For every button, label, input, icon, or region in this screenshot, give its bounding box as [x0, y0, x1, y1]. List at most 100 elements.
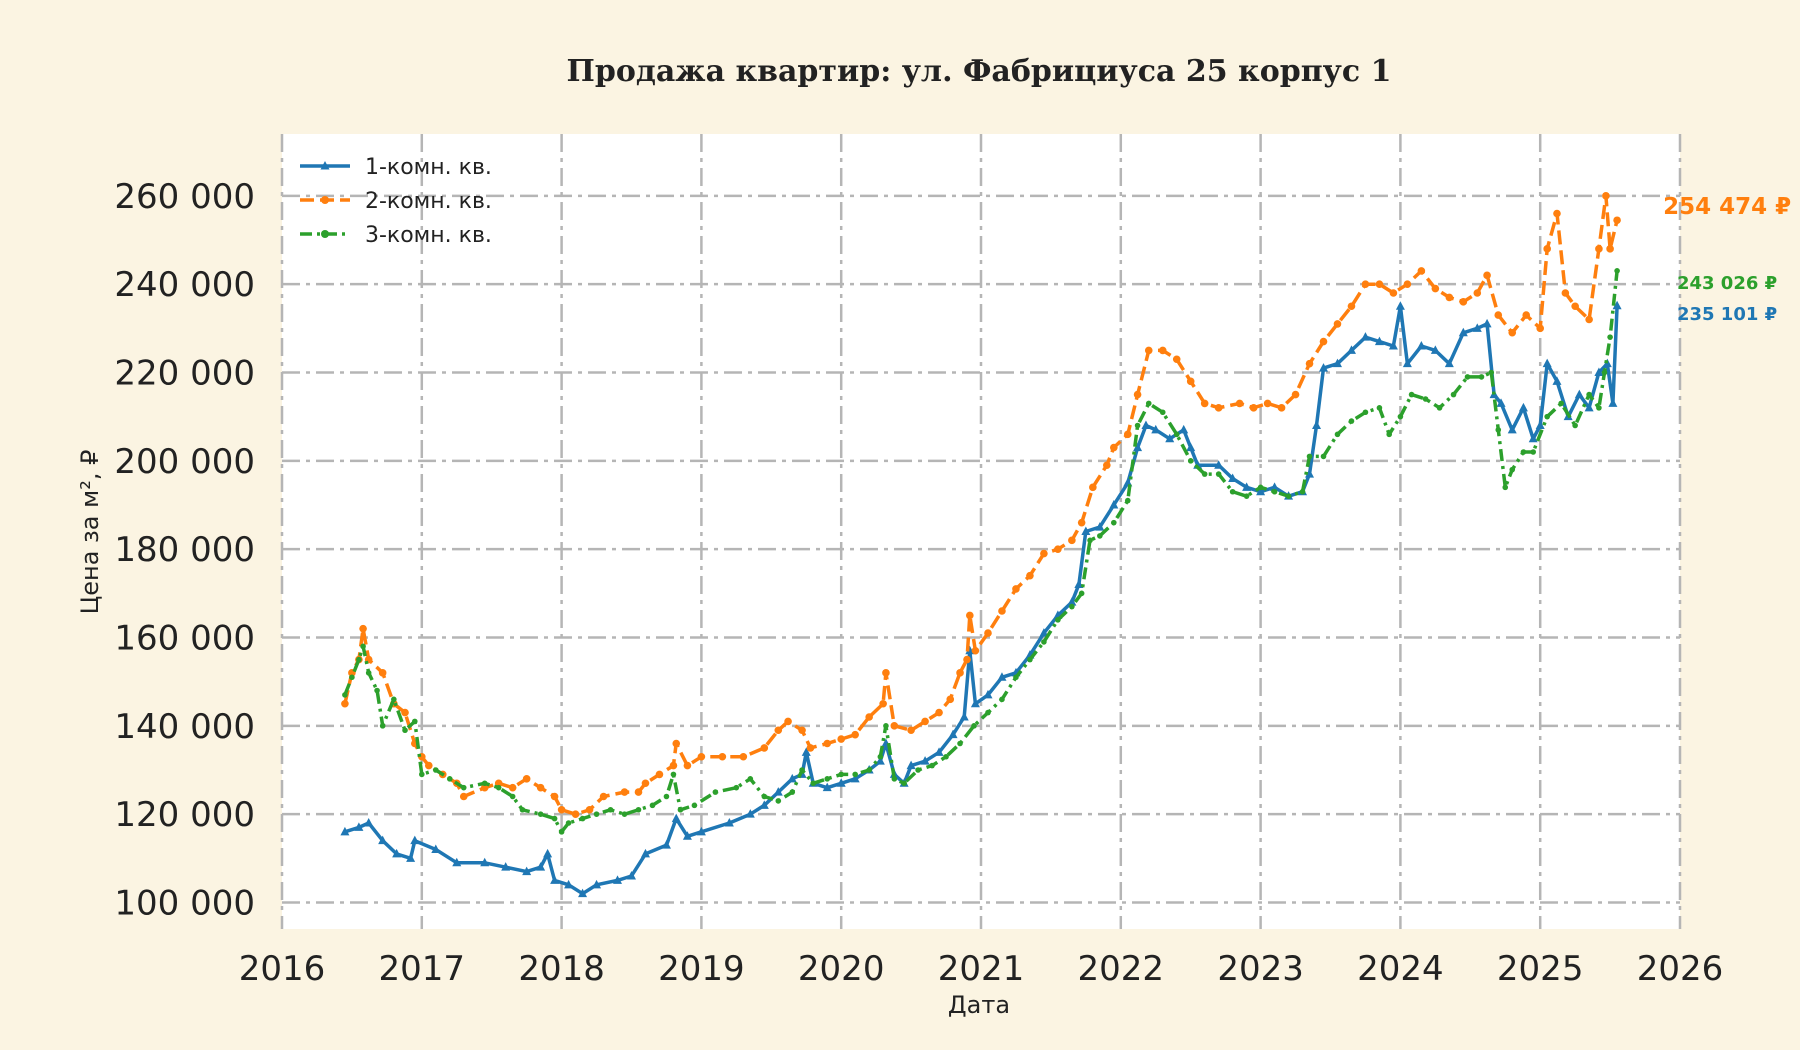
data-point [1305, 359, 1314, 368]
data-point [774, 726, 783, 735]
legend-marker [321, 196, 329, 204]
data-point [1027, 656, 1033, 663]
y-tick-label: 200 000 [114, 442, 255, 482]
data-point [745, 809, 755, 818]
data-point [1179, 424, 1189, 434]
x-tick-label: 2022 [1078, 949, 1165, 989]
data-point [1026, 571, 1034, 580]
data-point [392, 848, 402, 858]
data-point [1388, 341, 1398, 350]
data-point [1332, 358, 1342, 368]
data-point [550, 875, 560, 884]
data-point [906, 760, 916, 770]
legend-label: 2-комн. кв. [365, 189, 492, 214]
data-point [1347, 302, 1356, 311]
data-point [850, 773, 860, 783]
data-point [501, 862, 511, 871]
data-point [1229, 488, 1236, 495]
chart-title: Продажа квартир: ул. Фабрициуса 25 корпу… [567, 54, 1392, 89]
data-point [360, 643, 366, 650]
data-point [806, 744, 815, 752]
data-point [1375, 280, 1384, 288]
data-point [1165, 433, 1175, 443]
data-point [1257, 484, 1264, 491]
data-point [1133, 390, 1142, 399]
data-point [579, 815, 586, 822]
y-tick-label: 140 000 [114, 707, 255, 747]
data-point [354, 822, 364, 831]
data-point [901, 780, 907, 787]
data-point [934, 747, 944, 756]
data-point [1614, 268, 1620, 274]
data-point [789, 789, 796, 795]
data-point [379, 723, 386, 729]
data-point [1291, 390, 1300, 399]
legend: 1-комн. кв. 2-комн. кв. 3-комн. кв. [300, 155, 492, 248]
data-point [883, 723, 889, 729]
data-point [801, 747, 811, 756]
data-point [558, 829, 565, 835]
data-point [1362, 409, 1369, 416]
data-point [1595, 245, 1603, 253]
data-point [1444, 358, 1454, 368]
data-point [551, 815, 558, 822]
data-point [946, 695, 955, 704]
data-point [452, 857, 462, 867]
data-point [1561, 289, 1570, 297]
data-point [1518, 402, 1528, 412]
data-point [1285, 493, 1292, 499]
data-point [1012, 585, 1020, 593]
data-point [1606, 245, 1614, 253]
series-3 [342, 268, 1620, 835]
data-point [1263, 399, 1272, 408]
data-point [537, 811, 544, 817]
data-point [1214, 404, 1223, 412]
data-point [1249, 404, 1258, 412]
data-point [365, 670, 372, 676]
data-point [1542, 358, 1552, 368]
data-point [773, 787, 783, 796]
data-point [1041, 639, 1047, 645]
data-point [696, 826, 706, 836]
data-point [1552, 376, 1562, 385]
data-point [775, 798, 782, 804]
data-point [1553, 209, 1561, 218]
data-point [1473, 289, 1482, 297]
x-tick-label: 2026 [1637, 949, 1724, 989]
data-point [971, 646, 980, 655]
data-point [759, 800, 769, 809]
data-point [446, 776, 453, 782]
data-point [669, 761, 678, 770]
data-point [635, 806, 642, 813]
data-point [683, 761, 692, 770]
data-point [592, 879, 602, 889]
data-point [1277, 404, 1286, 412]
y-tick-label: 220 000 [114, 354, 255, 394]
data-point [970, 698, 980, 708]
y-tick-label: 100 000 [114, 884, 255, 924]
x-tick-label: 2025 [1497, 949, 1584, 989]
data-point [1214, 460, 1224, 469]
data-point [640, 848, 650, 858]
data-point [481, 780, 488, 787]
data-point [522, 775, 531, 783]
data-point [882, 669, 890, 677]
data-point [1089, 483, 1097, 492]
data-point [599, 792, 608, 801]
x-tick-label: 2021 [938, 949, 1025, 989]
end-labels: 235 101 ₽ 254 474 ₽ 243 026 ₽ [1663, 194, 1791, 325]
data-point [799, 767, 805, 773]
data-point [1319, 363, 1329, 372]
data-point [1436, 405, 1443, 411]
end-value-label: 243 026 ₽ [1677, 273, 1777, 294]
data-point [920, 756, 930, 765]
data-point [1123, 477, 1133, 487]
legend-marker [320, 161, 330, 170]
data-point [879, 699, 887, 708]
data-point [983, 689, 993, 699]
data-point [784, 717, 792, 726]
y-tick-label: 120 000 [114, 795, 255, 835]
data-point [1502, 484, 1509, 491]
x-tick-label: 2017 [379, 949, 466, 989]
